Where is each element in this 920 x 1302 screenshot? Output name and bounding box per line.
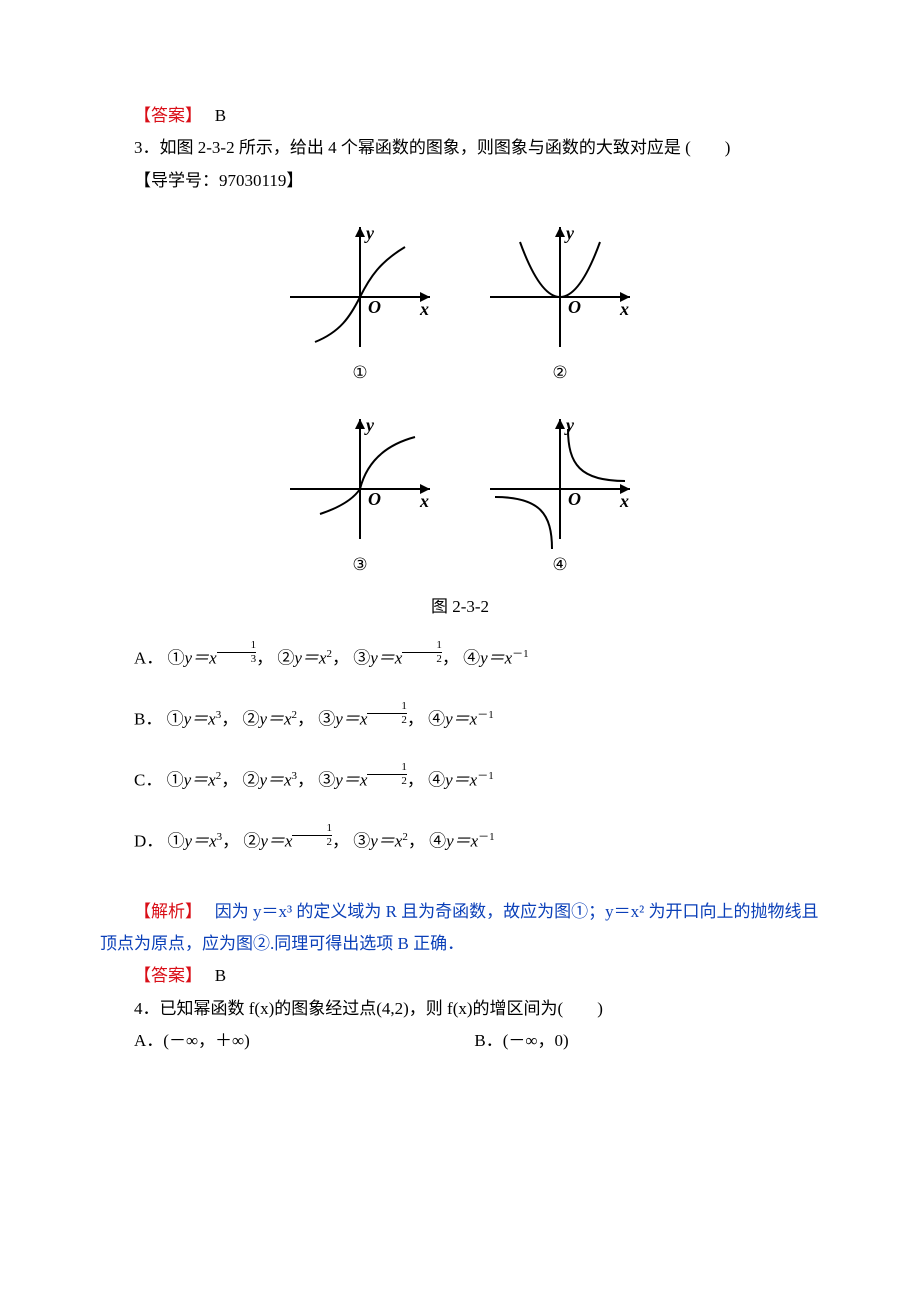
q3-figures-row1: O x y ① O x y ② (100, 217, 820, 389)
plot-cubic: O x y (280, 217, 440, 357)
svg-text:x: x (619, 299, 629, 319)
q3-answer: 【答案】 B (100, 960, 820, 992)
q3-answer-value: B (215, 966, 226, 985)
q3-stem: 3．如图 2-3-2 所示，给出 4 个幂函数的图象，则图象与函数的大致对应是 … (100, 132, 820, 164)
opt-a-label: A． (134, 648, 163, 667)
answer-label: 【答案】 (134, 106, 194, 125)
plot-sqrt: O x y (280, 409, 440, 549)
q3-guide: 【导学号：97030119】 (100, 165, 820, 197)
fig-1: O x y ① (280, 217, 440, 389)
q3-options: A． ①y＝x13， ②y＝x2， ③y＝x12， ④y＝x－1 B． ①y＝x… (100, 642, 820, 858)
q3-opt-a: A． ①y＝x13， ②y＝x2， ③y＝x12， ④y＝x－1 (100, 642, 820, 675)
q3-analysis-text: 因为 y＝x³ 的定义域为 R 且为奇函数，故应为图①；y＝x² 为开口向上的抛… (100, 902, 819, 953)
svg-text:y: y (564, 415, 575, 435)
svg-text:O: O (568, 489, 581, 509)
q3-figures-row2: O x y ③ O x y ④ (100, 409, 820, 581)
svg-text:x: x (419, 299, 429, 319)
fig-4: O x y ④ (480, 409, 640, 581)
opt-b-label: B． (134, 709, 162, 728)
q3-opt-b: B． ①y＝x3， ②y＝x2， ③y＝x12， ④y＝x－1 (100, 703, 820, 736)
svg-text:O: O (368, 297, 381, 317)
answer-label-2: 【答案】 (134, 966, 194, 985)
prev-answer: 【答案】 B (100, 100, 820, 132)
fig-2: O x y ② (480, 217, 640, 389)
svg-text:y: y (364, 223, 375, 243)
fig1-label: ① (350, 357, 370, 389)
svg-text:x: x (419, 491, 429, 511)
svg-text:O: O (368, 489, 381, 509)
fig4-label: ④ (550, 549, 570, 581)
svg-text:x: x (619, 491, 629, 511)
q3-analysis: 【解析】 因为 y＝x³ 的定义域为 R 且为奇函数，故应为图①；y＝x² 为开… (100, 896, 820, 961)
fig3-label: ③ (350, 549, 370, 581)
plot-reciprocal: O x y (480, 409, 640, 549)
fig-3: O x y ③ (280, 409, 440, 581)
q4-opt-a: A．(－∞，＋∞) (100, 1025, 474, 1057)
q3-opt-d: D． ①y＝x3， ②y＝x12， ③y＝x2， ④y＝x－1 (100, 825, 820, 858)
opt-d-label: D． (134, 831, 163, 850)
svg-text:y: y (364, 415, 375, 435)
opt-c-label: C． (134, 770, 162, 789)
fig2-label: ② (550, 357, 570, 389)
analysis-label: 【解析】 (134, 902, 194, 921)
q3-opt-c: C． ①y＝x2， ②y＝x3， ③y＝x12， ④y＝x－1 (100, 764, 820, 797)
prev-answer-value: B (215, 106, 226, 125)
svg-text:y: y (564, 223, 575, 243)
q3-caption: 图 2-3-2 (100, 591, 820, 623)
q4-options-row1: A．(－∞，＋∞) B．(－∞，0) (100, 1025, 820, 1057)
q4-opt-b: B．(－∞，0) (474, 1025, 820, 1057)
q4-stem: 4．已知幂函数 f(x)的图象经过点(4,2)，则 f(x)的增区间为( ) (100, 993, 820, 1025)
svg-text:O: O (568, 297, 581, 317)
plot-parabola: O x y (480, 217, 640, 357)
